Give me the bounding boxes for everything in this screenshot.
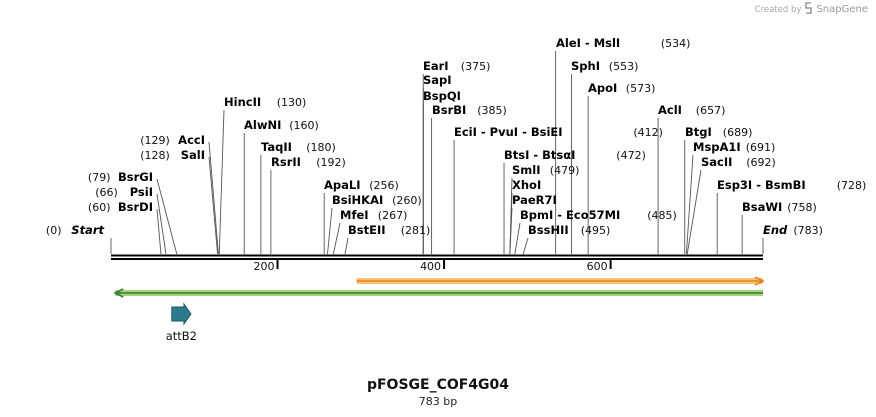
site-position: (485) [647,209,677,222]
site-label: BspQI [423,89,461,103]
plasmid-name: pFOSGE_COF4G04 [366,377,510,393]
site-position: (281) [401,224,431,237]
site-leader-line [344,237,349,255]
site-position: (689) [723,126,753,139]
sequence-backbone [111,254,763,260]
site-label: BtgI [685,125,712,139]
site-label: SmlI [512,163,541,177]
credit: Created by SnapGene [755,2,868,17]
site-leader-line [686,169,702,255]
site-position: (472) [616,149,646,162]
site-position: (260) [392,194,422,207]
site-label: SacII [701,155,732,169]
site-leader-line [156,178,178,255]
features: attB2 [113,276,765,343]
site-position: (573) [626,82,656,95]
site-label: PaeR7I [512,193,557,207]
site-label: XhoI [512,178,541,192]
site-position: (783) [793,224,823,237]
site-position: (129) [140,134,170,147]
credit-prefix: Created by [754,4,802,15]
snapgene-logo-icon [804,2,813,17]
site-label: EarI [423,59,449,73]
site-label: End [763,223,788,237]
site-leader-line [685,154,694,255]
site-label: RsrII [271,155,301,169]
site-position: (79) [88,171,111,184]
site-position: (495) [581,224,611,237]
site-label: MfeI [340,208,369,222]
site-label: HincII [224,95,261,109]
site-leader-line [208,156,219,255]
site-lines [110,51,764,255]
site-label: AccI [178,133,205,147]
site-position: (130) [277,96,307,109]
site-position: (534) [661,37,691,50]
site-label: EciI - PvuI - BsiEI [454,125,563,139]
site-leader-line [156,193,167,255]
feature-arrowhead [754,276,765,286]
site-position: (0) [46,224,62,237]
site-label: BsrGI [118,170,153,184]
plasmid-length: 783 bp [418,395,458,408]
site-label: BssHII [528,223,569,237]
site-position: (691) [746,141,776,154]
site-label: AleI - MslI [556,36,620,50]
site-label: MspA1I [693,140,741,154]
site-position: (728) [837,179,867,192]
site-label: SalI [181,148,205,162]
site-leader-line [332,222,341,255]
site-label: ApaLI [324,178,361,192]
site-label: BsrBI [432,103,466,117]
site-label: ApoI [588,81,617,95]
site-position: (479) [550,164,580,177]
site-label: Esp3I - BsmBI [717,178,806,192]
site-leader-line [514,222,521,255]
feature-label: attB2 [166,329,197,343]
site-leader-line [522,237,529,255]
feature-arrowhead [113,288,124,298]
site-leader-line [327,207,333,255]
site-label: BsiHKAI [332,193,383,207]
site-position: (385) [477,104,507,117]
scale-ticks: 200 400 600 [254,260,612,273]
tick-label: 200 [254,260,275,273]
site-position: (160) [289,119,319,132]
site-position: (66) [95,186,118,199]
site-leader-line [509,207,513,255]
credit-brand: SnapGene [816,4,868,15]
site-leader-line [218,109,225,255]
site-label: TaqII [261,140,292,154]
site-position: (267) [378,209,408,222]
site-label: AlwNI [244,118,281,132]
site-labels: Start (0) BsrDI (60) PsiI (66)BsrGI (79) SalI (1… [46,36,866,237]
site-position: (553) [609,60,639,73]
site-label: SapI [423,73,452,87]
tick-label: 400 [420,260,441,273]
site-label: BtsI - BtsαI [504,148,575,162]
site-label: BsaWI [742,200,782,214]
site-label: SphI [571,59,600,73]
site-label: BstEII [348,223,386,237]
site-position: (256) [369,179,399,192]
site-position: (758) [787,201,817,214]
site-position: (128) [140,149,170,162]
tick-label: 600 [587,260,608,273]
site-position: (375) [461,60,491,73]
site-position: (657) [696,104,726,117]
site-leader-line [208,141,219,255]
feature-arrow-attb2 [171,302,192,326]
site-label: PsiI [130,185,153,199]
site-position: (692) [746,156,776,169]
site-leader-line [156,208,162,255]
site-label: BpmI - Eco57MI [520,208,620,222]
site-position: (192) [316,156,346,169]
site-label: BsrDI [118,200,153,214]
site-label: AclI [658,103,682,117]
site-position: (180) [306,141,336,154]
site-position: (412) [633,126,663,139]
site-label: Start [71,223,104,237]
site-position: (60) [88,201,111,214]
